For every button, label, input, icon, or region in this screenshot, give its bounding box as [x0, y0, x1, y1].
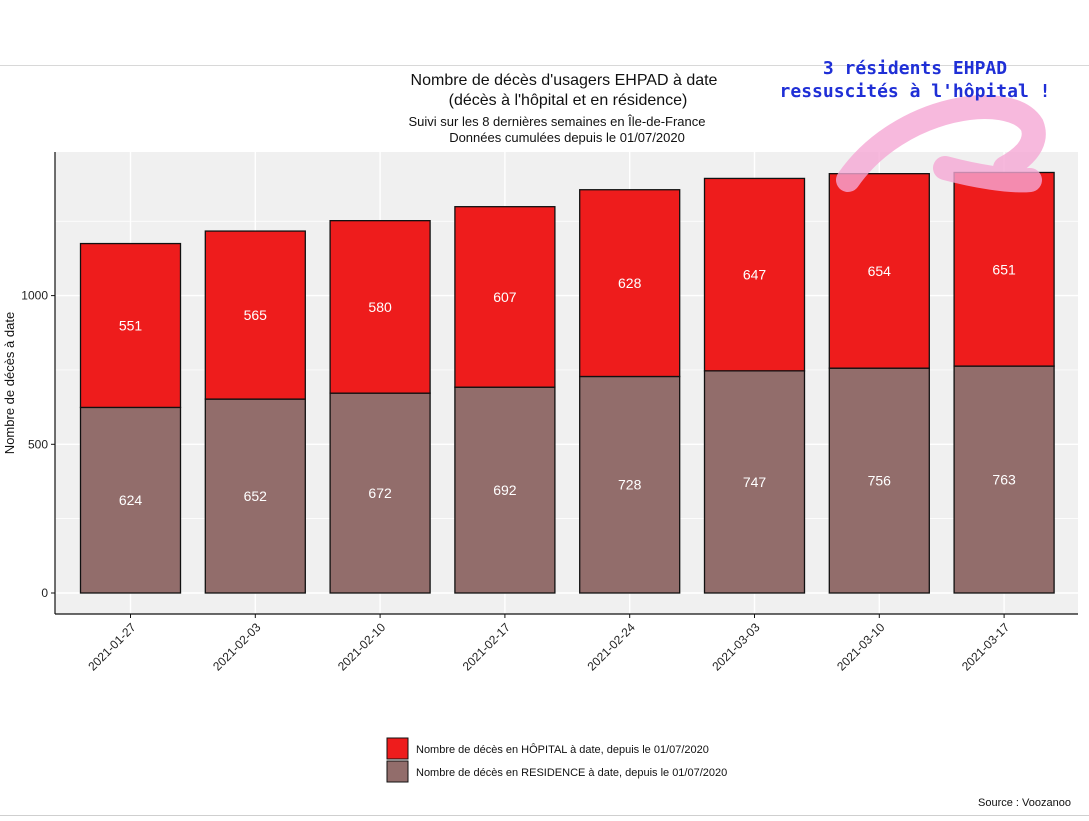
legend-swatch [386, 737, 409, 760]
y-tick-label: 1000 [21, 289, 48, 303]
y-tick-label: 0 [41, 586, 48, 600]
x-tick-label: 2021-03-03 [709, 620, 763, 674]
legend-entry: Nombre de décès en HÔPITAL à date, depui… [416, 743, 709, 756]
bar-hopital [703, 177, 806, 372]
bar-value-label: 763 [992, 472, 1016, 488]
bar-value-label: 756 [868, 473, 892, 489]
x-tick-label: 2021-02-10 [335, 620, 389, 674]
bar-value-label: 728 [618, 477, 642, 493]
source-note: Source : Voozanoo [978, 797, 1071, 809]
bar-value-label: 551 [119, 317, 143, 333]
chart-title: Nombre de décès d'usagers EHPAD à date [411, 72, 718, 89]
legend: Nombre de décès en HÔPITAL à date, depui… [386, 737, 727, 783]
bar-value-label: 672 [368, 485, 392, 501]
chart-title-line2: (décès à l'hôpital et en résidence) [449, 92, 688, 109]
bar-hopital [454, 206, 556, 388]
x-tick-label: 2021-03-10 [834, 620, 888, 674]
y-tick-label: 500 [28, 437, 48, 451]
legend-swatch [386, 760, 409, 783]
x-tick-label: 2021-03-17 [959, 620, 1013, 674]
bar-residence [454, 386, 556, 594]
x-tick-label: 2021-01-27 [85, 620, 139, 674]
annotation-line1: 3 résidents EHPAD [823, 58, 1007, 79]
bar-value-label: 654 [868, 263, 892, 279]
chart-subtitle-line2: Données cumulées depuis le 01/07/2020 [449, 130, 685, 145]
x-tick-label: 2021-02-03 [210, 620, 264, 674]
bar-value-label: 565 [244, 307, 268, 323]
bar-value-label: 624 [119, 492, 143, 508]
bar-residence [204, 398, 306, 594]
top-divider [0, 65, 1089, 66]
x-tick-label: 2021-02-17 [460, 620, 514, 674]
y-axis-label: Nombre de décès à date [2, 312, 17, 454]
bar-residence [79, 406, 182, 594]
bar-value-label: 580 [368, 299, 392, 315]
annotation-line2: ressuscités à l'hôpital ! [780, 81, 1051, 102]
x-tick-label: 2021-02-24 [585, 620, 639, 674]
bar-residence [703, 370, 806, 594]
bar-hopital [953, 171, 1055, 367]
annotation-arrow-icon [836, 95, 1046, 193]
annotation: 3 résidents EHPAD ressuscités à l'hôpita… [780, 58, 1051, 193]
bar-value-label: 692 [493, 482, 517, 498]
bar-hopital [79, 242, 182, 409]
bar-hopital [329, 220, 431, 394]
bar-hopital [204, 230, 306, 400]
bar-value-label: 607 [493, 289, 517, 305]
bar-residence [953, 365, 1055, 594]
bar-residence [828, 367, 930, 594]
bar-value-label: 628 [618, 275, 642, 291]
legend-entry: Nombre de décès en RESIDENCE à date, dep… [416, 767, 727, 779]
bar-hopital [828, 173, 930, 369]
bottom-divider [0, 815, 1089, 816]
bar-value-label: 747 [743, 474, 767, 490]
bar-value-label: 647 [743, 267, 767, 283]
chart-subtitle: Suivi sur les 8 dernières semaines en Îl… [409, 114, 706, 129]
bar-value-label: 652 [244, 488, 268, 504]
bar-hopital [579, 189, 681, 378]
bar-value-label: 651 [992, 261, 1016, 277]
